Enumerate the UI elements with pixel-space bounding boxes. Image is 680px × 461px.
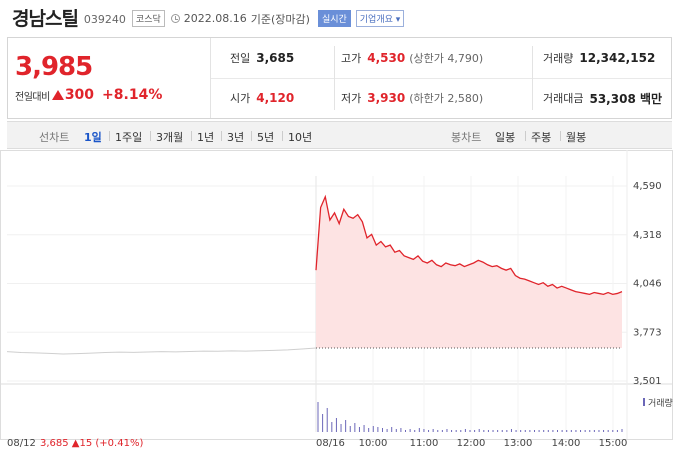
high-value: 4,530	[367, 51, 406, 65]
prev-close-value: 3,685	[256, 51, 295, 65]
y-tick-label: 4,590	[633, 181, 662, 192]
x-tick-label: 13:00	[504, 438, 533, 449]
divider	[221, 131, 222, 141]
volume-value: 12,342,152	[579, 51, 656, 65]
x-tick-label: 14:00	[552, 438, 581, 449]
x-tick-label: 10:00	[359, 438, 388, 449]
tab-daily-candle[interactable]: 일봉	[495, 131, 516, 144]
tab-10year[interactable]: 10년	[288, 131, 313, 144]
tab-monthly-candle[interactable]: 월봉	[566, 131, 587, 144]
quote-summary: 3,985 전일대비 300 +8.14% 전일 3,685 고가 4,530 …	[7, 37, 672, 119]
volume-legend-label: 거래량	[648, 397, 673, 409]
low-cell: 저가 3,930 (하한가 2,580)	[341, 78, 483, 118]
divider	[251, 131, 252, 141]
stock-code: 039240	[83, 12, 126, 26]
price-area	[316, 196, 622, 349]
prev-day-close: 3,685 ▲15 (+0.41%)	[40, 438, 143, 449]
price-chart[interactable]: 4,590 4,318 4,046 3,773 3,501 거래량 08/16 10:00 11…	[0, 150, 680, 461]
change-value: 300	[64, 87, 95, 103]
open-label: 시가	[230, 92, 251, 105]
up-triangle-icon	[51, 90, 64, 100]
amount-label: 거래대금	[543, 92, 584, 105]
upper-limit: (상한가 4,790)	[409, 52, 484, 65]
x-tick-label: 15:00	[599, 438, 628, 449]
change-label: 전일대비	[15, 91, 50, 103]
x-tick-label: 12:00	[457, 438, 486, 449]
company-info-dropdown[interactable]: 기업개요 ▾	[355, 10, 405, 27]
tab-1week[interactable]: 1주일	[115, 131, 143, 144]
high-cell: 고가 4,530 (상한가 4,790)	[341, 38, 483, 78]
amount-cell: 거래대금 53,308 백만	[543, 78, 662, 118]
clock-icon	[170, 14, 180, 23]
quote-date: 2022.08.16	[183, 12, 247, 25]
change-percent: +8.14%	[102, 87, 163, 103]
amount-value: 53,308 백만	[589, 91, 663, 106]
price-line	[315, 194, 623, 296]
tab-1day[interactable]: 1일	[84, 131, 102, 144]
realtime-button[interactable]: 실시간	[317, 10, 351, 27]
y-tick-label: 4,318	[633, 230, 662, 241]
change-row: 전일대비 300 +8.14%	[15, 87, 162, 103]
chart-period-tabs: 선차트 1일 1주일 3개월 1년 3년 5년 10년 봉차트 일봉 주봉 월봉	[7, 121, 672, 149]
divider	[191, 131, 192, 141]
tab-3year[interactable]: 3년	[227, 131, 245, 144]
divider	[560, 131, 561, 141]
divider	[211, 78, 671, 79]
divider	[525, 131, 526, 141]
stock-name: 경남스틸	[12, 7, 79, 30]
candle-chart-label: 봉차트	[451, 131, 482, 144]
volume-cell: 거래량 12,342,152	[543, 38, 655, 78]
divider	[150, 131, 151, 141]
open-value: 4,120	[256, 91, 295, 105]
market-badge: 코스닥	[131, 10, 165, 27]
tab-3month[interactable]: 3개월	[156, 131, 184, 144]
volume-label: 거래량	[543, 52, 574, 65]
divider	[532, 46, 533, 110]
prev-day-date: 08/12	[7, 438, 36, 449]
prev-close-label: 전일	[230, 52, 251, 65]
high-label: 고가	[341, 52, 362, 65]
tab-5year[interactable]: 5년	[257, 131, 275, 144]
tab-weekly-candle[interactable]: 주봉	[531, 131, 552, 144]
x-tick-label: 11:00	[410, 438, 439, 449]
volume-legend-icon	[643, 398, 645, 406]
divider	[282, 131, 283, 141]
low-value: 3,930	[367, 91, 406, 105]
price-panel: 3,985 전일대비 300 +8.14%	[8, 38, 211, 118]
open-cell: 시가 4,120	[230, 78, 294, 118]
tab-1year[interactable]: 1년	[197, 131, 215, 144]
low-label: 저가	[341, 92, 362, 105]
quote-basis: 기준(장마감)	[250, 12, 310, 26]
x-tick-label: 08/16	[316, 438, 345, 449]
y-tick-label: 3,501	[633, 376, 662, 387]
prev-close-cell: 전일 3,685	[230, 38, 294, 78]
divider	[109, 131, 110, 141]
current-price: 3,985	[15, 52, 93, 82]
stock-header: 경남스틸 039240 코스닥 2022.08.16 기준(장마감) 실시간 기…	[0, 0, 680, 34]
y-tick-label: 3,773	[633, 327, 662, 338]
y-tick-label: 4,046	[633, 279, 662, 290]
prev-day-line	[6, 347, 317, 355]
divider	[334, 46, 335, 110]
line-chart-label: 선차트	[39, 131, 70, 144]
chart-frame	[0, 150, 673, 440]
lower-limit: (하한가 2,580)	[409, 92, 484, 105]
